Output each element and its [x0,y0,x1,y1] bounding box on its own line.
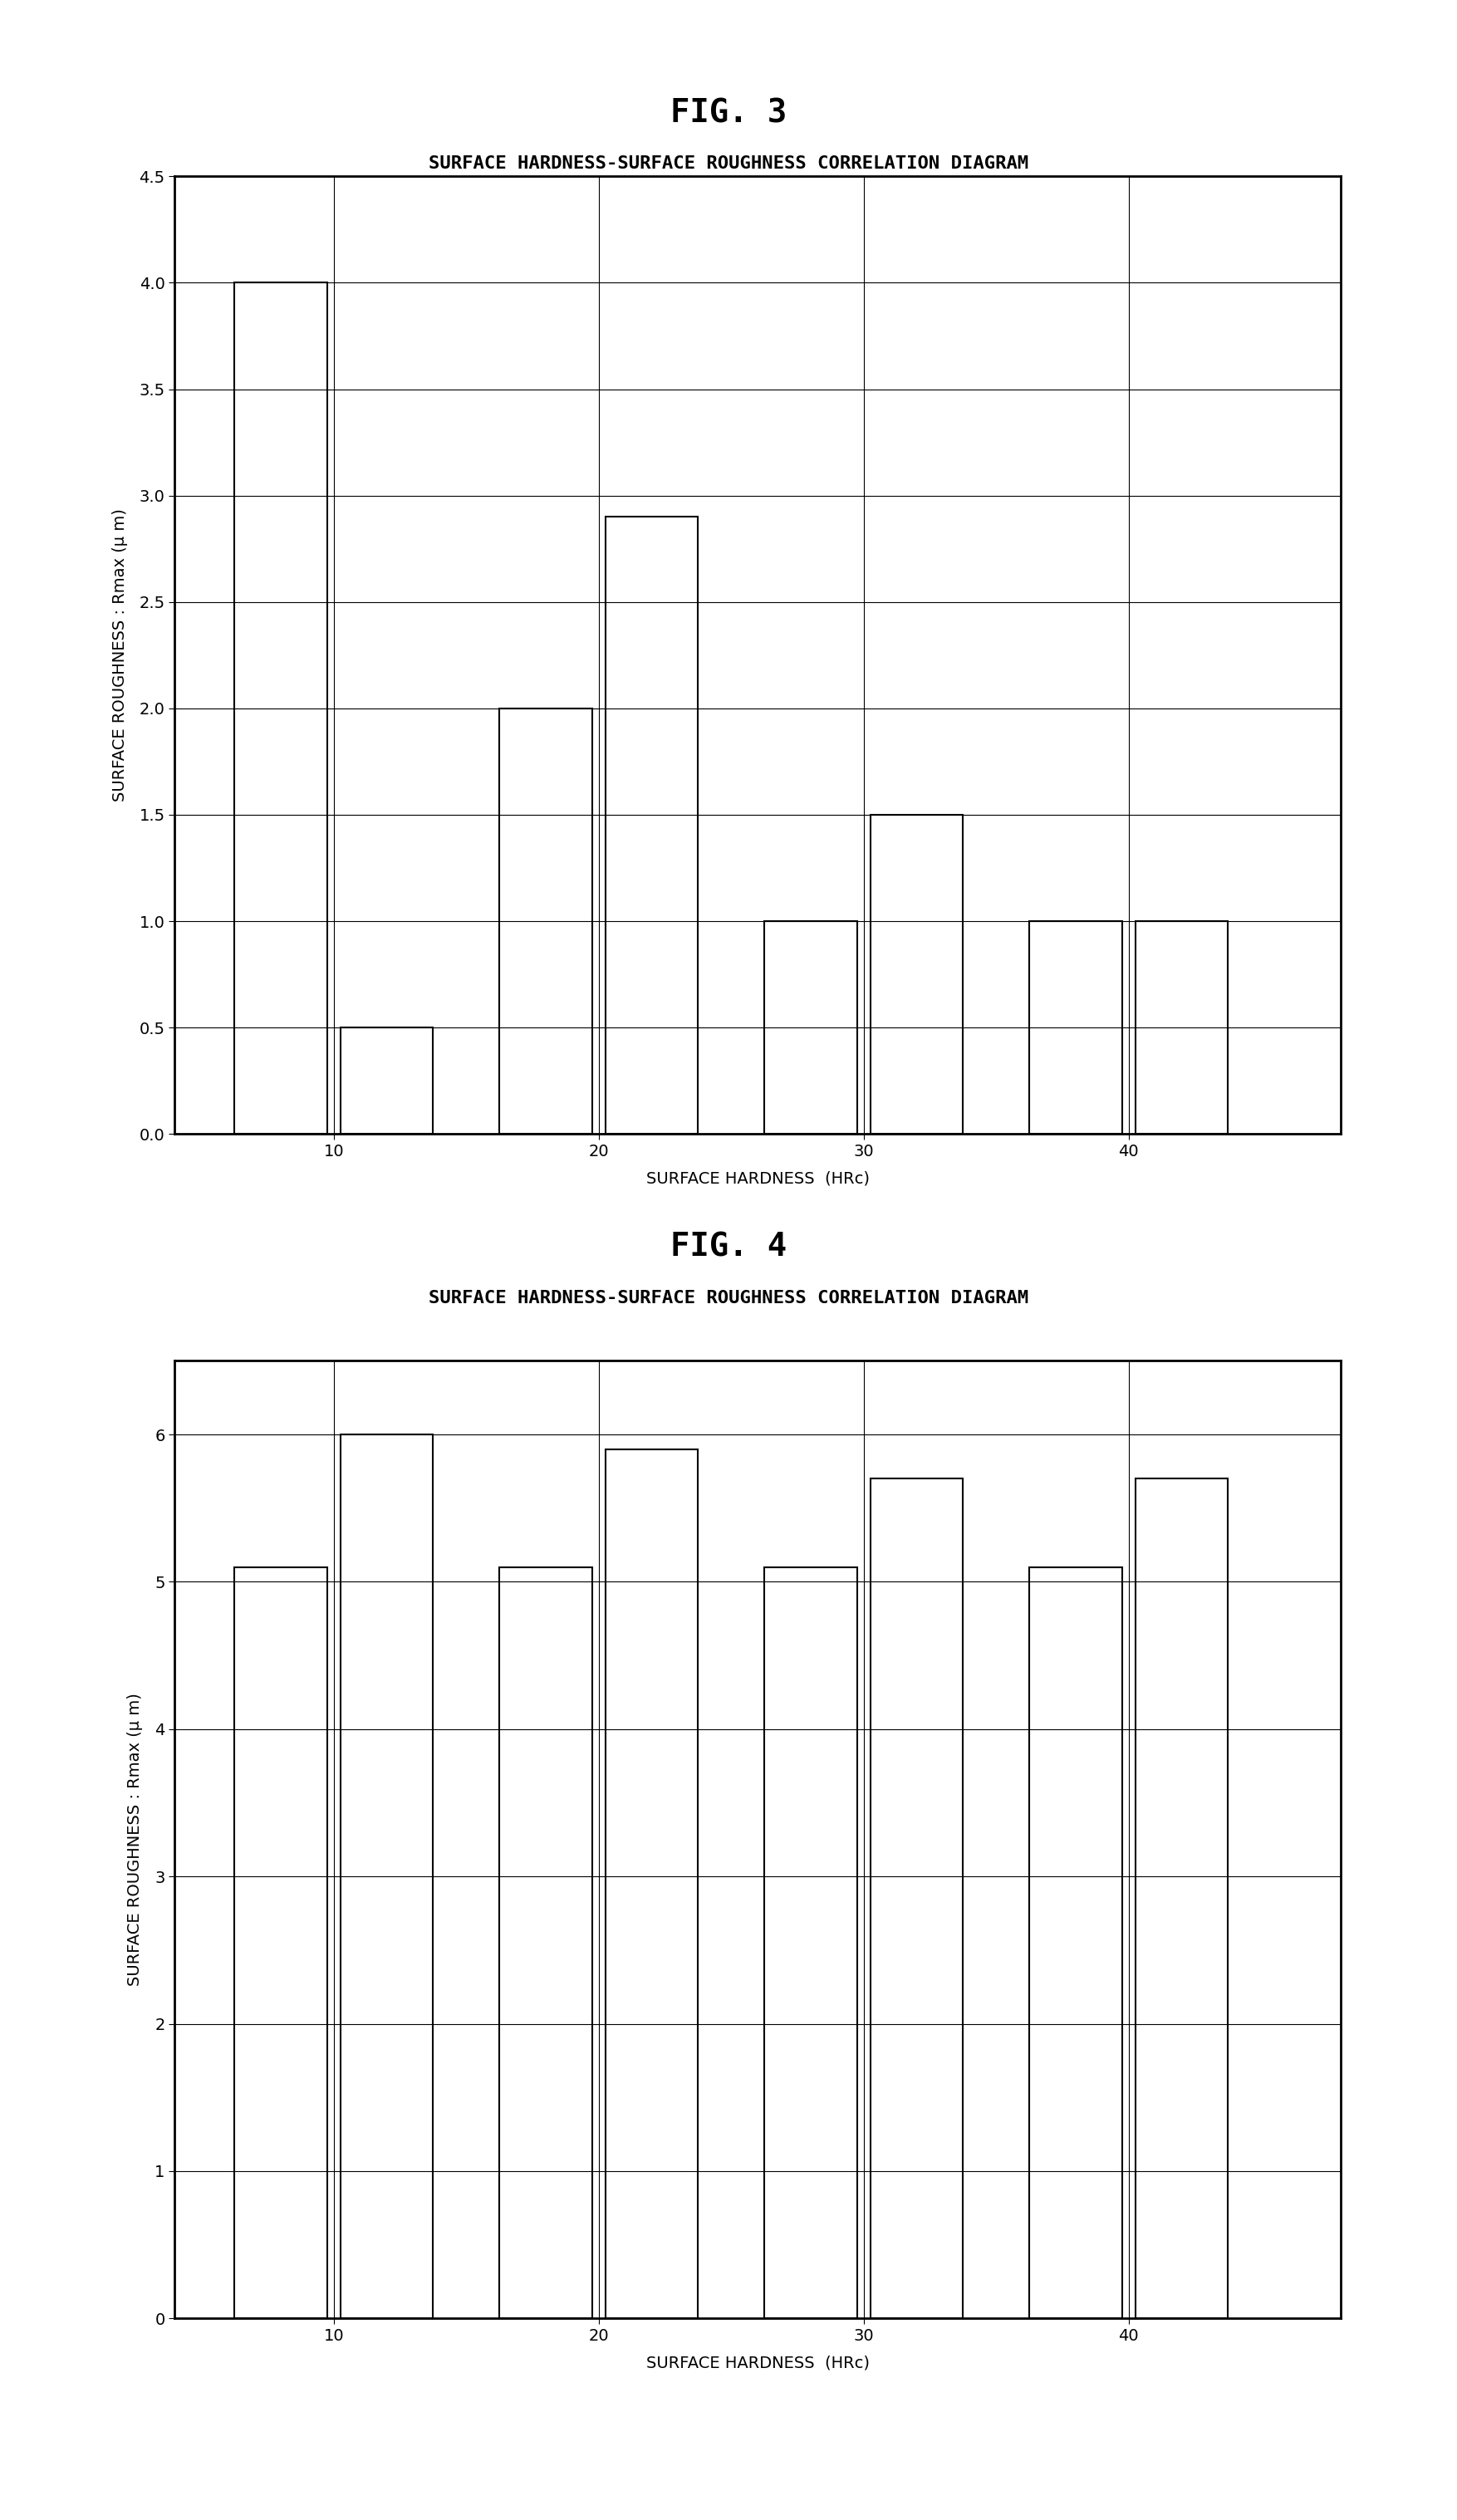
Text: FIG. 3: FIG. 3 [670,98,787,129]
Bar [605,1449,698,2318]
Bar [1029,922,1122,1134]
Bar [870,814,963,1134]
Text: SURFACE HARDNESS-SURFACE ROUGHNESS CORRELATION DIAGRAM: SURFACE HARDNESS-SURFACE ROUGHNESS CORRE… [428,156,1029,171]
Text: FIG. 4: FIG. 4 [670,1232,787,1263]
Bar [500,708,592,1134]
X-axis label: SURFACE HARDNESS  (HRc): SURFACE HARDNESS (HRc) [645,2356,870,2371]
Y-axis label: SURFACE ROUGHNESS : Rmax (μ m): SURFACE ROUGHNESS : Rmax (μ m) [127,1693,143,1986]
Bar [605,517,698,1134]
Text: SURFACE HARDNESS-SURFACE ROUGHNESS CORRELATION DIAGRAM: SURFACE HARDNESS-SURFACE ROUGHNESS CORRE… [428,1290,1029,1305]
Bar [500,1567,592,2318]
Bar [765,922,857,1134]
Bar [870,1479,963,2318]
Bar [765,1567,857,2318]
Y-axis label: SURFACE ROUGHNESS : Rmax (μ m): SURFACE ROUGHNESS : Rmax (μ m) [112,509,128,801]
Bar [341,1028,433,1134]
Bar [1135,922,1228,1134]
Bar [1029,1567,1122,2318]
Bar [1135,1479,1228,2318]
Bar [235,282,328,1134]
Bar [235,1567,328,2318]
Bar [341,1434,433,2318]
X-axis label: SURFACE HARDNESS  (HRc): SURFACE HARDNESS (HRc) [645,1172,870,1187]
